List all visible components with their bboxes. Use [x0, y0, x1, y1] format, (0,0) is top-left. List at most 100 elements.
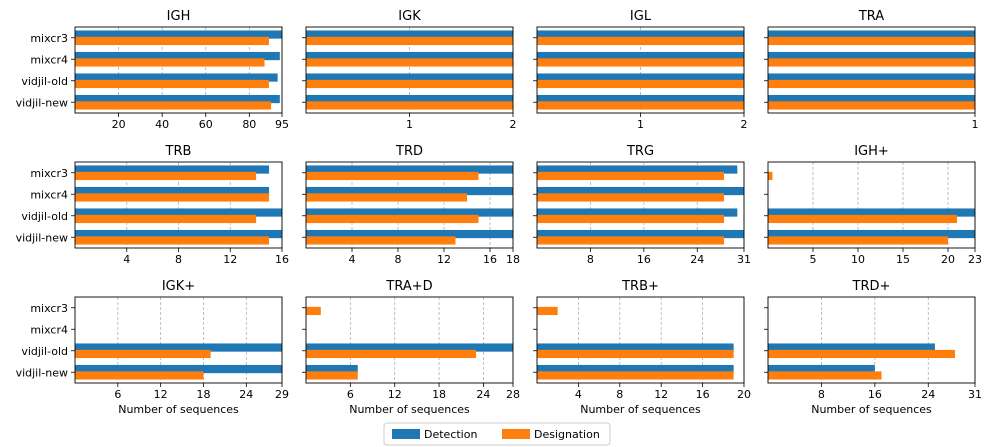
- bar-detection: [306, 165, 513, 174]
- bar-designation: [75, 101, 272, 110]
- panel-title: TRD+: [852, 279, 891, 294]
- x-tick-label: 6: [114, 388, 121, 401]
- x-tick-label: 31: [737, 253, 751, 266]
- chart-panel-igk-plus: IGK+ mixcr3 mixcr4 vidjil-old vidjil-new 6 12 1…: [16, 279, 289, 416]
- bar-designation: [537, 36, 744, 46]
- x-tick-label: 18: [196, 388, 210, 401]
- bar-detection: [768, 208, 975, 217]
- bar-detection: [306, 208, 513, 217]
- bar-detection: [537, 343, 734, 352]
- y-tick-label: vidjil-new: [16, 231, 68, 244]
- x-tick-label: 15: [896, 253, 910, 266]
- bar-detection: [768, 94, 975, 104]
- bar-detection: [75, 364, 282, 374]
- x-tick-label: 12: [154, 388, 168, 401]
- bar-designation: [537, 171, 724, 181]
- panel-title: IGH+: [854, 144, 889, 159]
- bar-designation: [768, 79, 975, 89]
- x-tick-label: 23: [968, 253, 982, 266]
- bar-designation: [537, 101, 744, 110]
- bar-detection: [306, 51, 513, 61]
- panel-title: IGK: [398, 9, 421, 24]
- x-tick-label: 6: [347, 388, 354, 401]
- bar-detection: [306, 186, 513, 196]
- x-tick-label: 18: [432, 388, 446, 401]
- bar-designation: [768, 171, 773, 181]
- bar-detection: [537, 73, 744, 82]
- x-tick-label: 20: [737, 388, 751, 401]
- bar-designation: [306, 214, 479, 224]
- bar-detection: [75, 229, 282, 239]
- chart-panel-igk: IGK 1 2: [302, 9, 517, 131]
- x-tick-label: 8: [395, 253, 402, 266]
- bar-detection: [537, 94, 744, 104]
- bar-detection: [537, 30, 744, 39]
- x-tick-label: 28: [506, 388, 520, 401]
- bar-designation: [537, 214, 724, 224]
- bar-detection: [75, 51, 280, 61]
- x-tick-label: 10: [851, 253, 865, 266]
- x-tick-label: 8: [587, 253, 594, 266]
- bar-designation: [768, 371, 882, 380]
- y-tick-label: mixcr3: [30, 167, 68, 180]
- bar-detection: [75, 73, 278, 82]
- x-tick-label: 29: [275, 388, 289, 401]
- bar-designation: [75, 36, 269, 46]
- bar-detection: [537, 51, 744, 61]
- panel-title: TRA+D: [385, 279, 432, 294]
- bar-designation: [306, 349, 477, 359]
- x-tick-label: 24: [239, 388, 253, 401]
- bar-detection: [537, 165, 738, 174]
- y-tick-label: mixcr3: [30, 302, 68, 315]
- y-tick-label: mixcr4: [30, 53, 68, 66]
- panel-title: IGK+: [162, 279, 195, 294]
- x-tick-label: 8: [818, 388, 825, 401]
- bar-designation: [768, 214, 957, 224]
- bar-detection: [768, 229, 975, 239]
- y-tick-label: mixcr4: [30, 323, 68, 336]
- x-tick-label: 8: [175, 253, 182, 266]
- bar-detection: [537, 364, 734, 374]
- bar-detection: [75, 208, 282, 217]
- x-tick-label: 4: [575, 388, 582, 401]
- bar-detection: [306, 94, 513, 104]
- y-tick-label: vidjil-new: [16, 96, 68, 109]
- axes-frame: [74, 296, 283, 384]
- bar-designation: [306, 58, 513, 67]
- bar-detection: [75, 94, 280, 104]
- x-tick-label: 16: [637, 253, 651, 266]
- x-tick-label: 2: [741, 118, 748, 131]
- bar-detection: [768, 30, 975, 39]
- bar-designation: [537, 371, 734, 380]
- bar-designation: [75, 236, 270, 245]
- x-tick-label: 2: [510, 118, 517, 131]
- panel-title: TRB+: [621, 279, 659, 294]
- bar-designation: [75, 349, 211, 359]
- axes-frame: [74, 26, 283, 114]
- chart-panel-tra: TRA 1: [764, 9, 979, 131]
- panel-title: IGH: [167, 9, 191, 24]
- x-tick-label: 12: [654, 388, 668, 401]
- bar-designation: [306, 193, 467, 202]
- x-tick-label: 12: [437, 253, 451, 266]
- bar-designation: [768, 349, 955, 359]
- bar-designation: [768, 101, 975, 110]
- x-tick-label: 16: [483, 253, 497, 266]
- bar-detection: [75, 343, 282, 352]
- y-tick-label: mixcr4: [30, 188, 68, 201]
- bar-designation: [537, 58, 744, 67]
- x-tick-label: 1: [637, 118, 644, 131]
- bar-designation: [537, 236, 724, 245]
- axes-frame: [305, 296, 514, 384]
- bar-designation: [306, 371, 358, 380]
- bar-detection: [537, 186, 744, 196]
- bar-designation: [75, 214, 257, 224]
- panel-title: TRD: [395, 144, 423, 159]
- x-tick-label: 16: [868, 388, 882, 401]
- bar-designation: [306, 171, 479, 181]
- axes-frame: [305, 161, 514, 249]
- bar-detection: [537, 208, 738, 217]
- bar-designation: [768, 36, 975, 46]
- x-axis-label: Number of sequences: [811, 403, 932, 416]
